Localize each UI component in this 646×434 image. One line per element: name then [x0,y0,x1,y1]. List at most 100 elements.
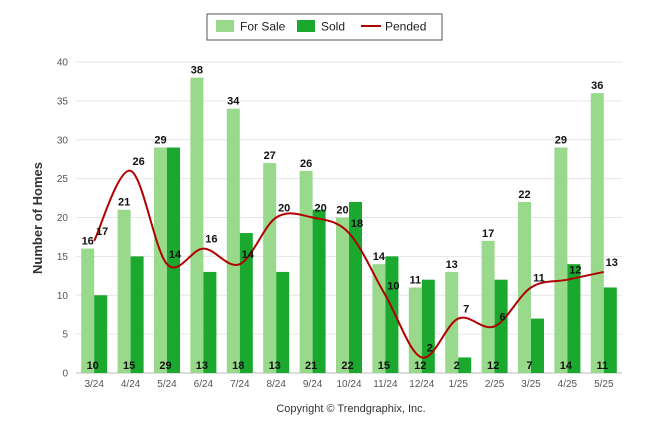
x-tick-0: 3/24 [84,379,104,390]
for-sale-bar-6 [299,170,313,373]
legend: For Sale Sold Pended [206,13,443,41]
for-sale-bar-8 [372,264,386,373]
x-tick-7: 10/24 [336,379,361,390]
legend-label-sold: Sold [321,20,345,34]
for-sale-label-11: 17 [482,228,494,240]
sold-bar-7 [349,201,362,373]
x-tick-5: 8/24 [266,379,286,390]
sold-bar-8 [385,256,399,373]
sold-bar-14 [603,287,617,373]
pended-line-layer [93,169,605,359]
sold-bar-9 [421,279,435,373]
for-sale-label-2: 29 [154,135,166,147]
sold-bar-3 [203,271,217,373]
for-sale-bar-4 [226,108,240,374]
y-tick-30: 30 [57,135,69,146]
sold-label-5: 13 [269,360,281,372]
for-sale-bar-0 [81,248,95,373]
legend-label-pended: Pended [385,20,426,34]
for-sale-label-12: 22 [518,189,530,201]
pended-label-3: 16 [205,234,217,246]
sold-label-8: 15 [378,360,390,372]
x-tick-8: 11/24 [373,379,398,390]
pended-label-6: 20 [314,203,326,215]
pended-label-1: 26 [132,156,144,168]
legend-label-for-sale: For Sale [240,20,286,34]
for-sale-label-9: 11 [409,274,421,286]
y-axis-label: Number of Homes [30,162,45,274]
x-tick-4: 7/24 [230,379,250,390]
pended-label-13: 12 [569,265,581,277]
y-tick-10: 10 [57,291,69,302]
pended-label-7: 18 [351,218,363,230]
for-sale-label-4: 34 [227,96,240,108]
sold-bar-0 [94,295,108,373]
y-tick-5: 5 [62,330,68,341]
pended-label-12: 11 [533,272,545,284]
y-tick-15: 15 [57,252,69,263]
sold-label-13: 14 [560,360,573,372]
for-sale-label-5: 27 [264,150,276,162]
sold-bar-4 [239,233,253,373]
sold-label-4: 18 [232,360,244,372]
sold-bar-2 [167,147,180,373]
pended-label-11: 6 [500,311,506,323]
y-tick-40: 40 [57,58,69,69]
legend-swatch-for-sale [216,20,234,32]
for-sale-label-10: 13 [446,259,458,271]
pended-label-2: 14 [169,249,182,261]
y-tick-20: 20 [57,213,69,224]
for-sale-bar-14 [590,93,604,373]
sold-label-12: 7 [526,360,532,372]
sold-bar-13 [567,264,581,373]
sold-label-2: 29 [159,360,171,372]
for-sale-label-0: 16 [82,236,94,248]
pended-line [93,169,605,359]
pended-label-9: 2 [427,342,433,354]
sold-label-7: 22 [341,360,353,372]
x-tick-1: 4/24 [121,379,141,390]
y-tick-25: 25 [57,174,69,185]
x-tick-9: 12/24 [409,379,434,390]
for-sale-label-13: 29 [555,135,567,147]
x-tick-2: 5/24 [157,379,177,390]
pended-label-10: 7 [463,304,469,316]
sold-label-3: 13 [196,360,208,372]
y-tick-35: 35 [57,96,69,107]
bars [81,77,617,374]
pended-label-4: 14 [242,249,255,261]
copyright-text: Copyright © Trendgraphix, Inc. [276,403,425,415]
x-tick-11: 2/25 [485,379,505,390]
legend-swatch-sold [297,20,315,32]
for-sale-label-14: 36 [591,80,603,92]
pended-label-5: 20 [278,203,290,215]
for-sale-label-6: 26 [300,158,312,170]
for-sale-label-8: 14 [373,251,386,263]
for-sale-bar-10 [445,271,459,373]
sold-bar-10 [458,357,472,373]
pended-label-14: 13 [606,257,618,269]
sold-label-6: 21 [305,360,317,372]
sold-label-14: 11 [596,360,608,372]
for-sale-label-7: 20 [336,205,348,217]
sold-bar-11 [494,279,508,373]
for-sale-bar-1 [117,209,131,373]
for-sale-bar-7 [336,217,349,373]
pended-label-0: 17 [96,226,108,238]
sold-label-1: 15 [123,360,135,372]
pended-label-8: 10 [387,280,399,292]
for-sale-bar-13 [554,147,568,373]
sold-label-11: 12 [487,360,499,372]
sold-bar-12 [531,318,544,373]
sold-label-9: 12 [414,360,426,372]
sold-bar-5 [276,271,290,373]
x-tick-12: 3/25 [521,379,541,390]
sold-bar-1 [130,256,144,373]
for-sale-bar-11 [481,240,495,373]
x-tick-13: 4/25 [558,379,578,390]
sold-label-10: 2 [454,360,460,372]
for-sale-bar-2 [154,147,167,373]
y-axis-ticks: 0 5 10 15 20 25 30 35 40 [57,58,69,380]
